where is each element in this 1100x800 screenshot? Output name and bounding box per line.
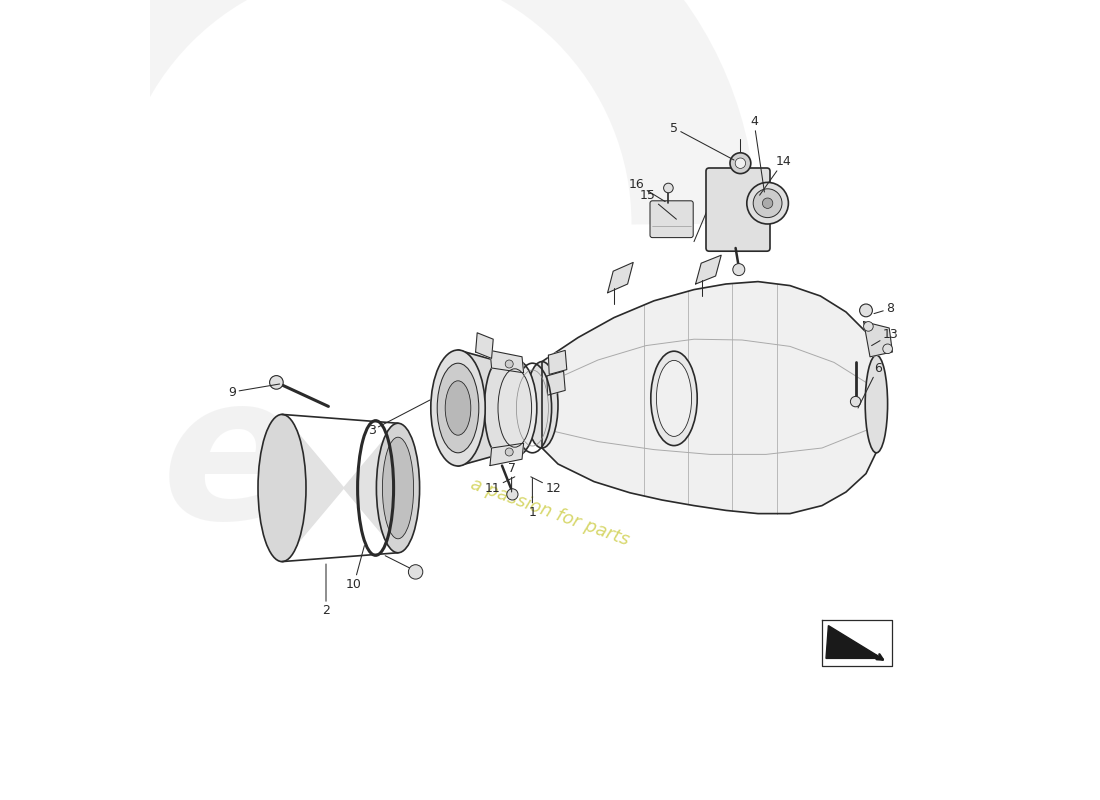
Text: a passion for parts: a passion for parts xyxy=(469,475,631,549)
Text: 14: 14 xyxy=(760,155,791,195)
Ellipse shape xyxy=(864,322,873,331)
Text: 8: 8 xyxy=(874,302,894,315)
Ellipse shape xyxy=(431,350,485,466)
Ellipse shape xyxy=(498,369,531,447)
Text: 2: 2 xyxy=(322,564,330,617)
Text: 7: 7 xyxy=(507,462,516,492)
Ellipse shape xyxy=(408,565,422,579)
Text: 4: 4 xyxy=(750,115,764,192)
Text: 10: 10 xyxy=(346,546,364,590)
Ellipse shape xyxy=(651,351,697,446)
FancyBboxPatch shape xyxy=(650,201,693,238)
Ellipse shape xyxy=(735,158,746,168)
Text: 16: 16 xyxy=(629,178,666,202)
Text: e: e xyxy=(162,366,298,562)
Polygon shape xyxy=(282,414,398,562)
Ellipse shape xyxy=(859,304,872,317)
Polygon shape xyxy=(549,350,566,374)
Ellipse shape xyxy=(437,363,478,453)
Text: 1: 1 xyxy=(528,478,537,518)
Ellipse shape xyxy=(762,198,773,209)
Polygon shape xyxy=(475,333,493,358)
Ellipse shape xyxy=(258,414,306,562)
Text: 13: 13 xyxy=(871,328,899,346)
Polygon shape xyxy=(490,443,524,466)
Ellipse shape xyxy=(747,182,789,224)
Ellipse shape xyxy=(730,153,751,174)
Ellipse shape xyxy=(507,489,518,500)
Text: 785: 785 xyxy=(774,392,870,440)
Ellipse shape xyxy=(505,448,514,456)
Polygon shape xyxy=(490,350,524,373)
Ellipse shape xyxy=(505,360,514,368)
Ellipse shape xyxy=(850,397,861,406)
Ellipse shape xyxy=(376,423,419,553)
Polygon shape xyxy=(864,322,892,357)
Polygon shape xyxy=(458,350,499,466)
Polygon shape xyxy=(542,282,877,514)
Text: 15: 15 xyxy=(640,189,676,219)
Text: 6: 6 xyxy=(858,362,882,408)
Text: 11: 11 xyxy=(485,477,515,494)
Text: 3: 3 xyxy=(367,400,430,437)
Ellipse shape xyxy=(866,355,888,453)
Ellipse shape xyxy=(526,362,558,448)
Text: 5: 5 xyxy=(670,122,734,160)
Ellipse shape xyxy=(883,344,892,354)
Ellipse shape xyxy=(484,361,515,455)
Ellipse shape xyxy=(657,360,692,437)
Ellipse shape xyxy=(446,381,471,435)
Polygon shape xyxy=(607,262,634,293)
Ellipse shape xyxy=(270,375,283,389)
Ellipse shape xyxy=(754,189,782,218)
Polygon shape xyxy=(547,371,565,395)
Text: 9: 9 xyxy=(229,384,279,398)
Text: 12: 12 xyxy=(531,477,561,494)
Ellipse shape xyxy=(733,264,745,275)
Ellipse shape xyxy=(383,438,414,538)
Polygon shape xyxy=(826,626,882,658)
FancyBboxPatch shape xyxy=(706,168,770,251)
Ellipse shape xyxy=(663,183,673,193)
Ellipse shape xyxy=(493,359,537,457)
Polygon shape xyxy=(695,255,722,284)
